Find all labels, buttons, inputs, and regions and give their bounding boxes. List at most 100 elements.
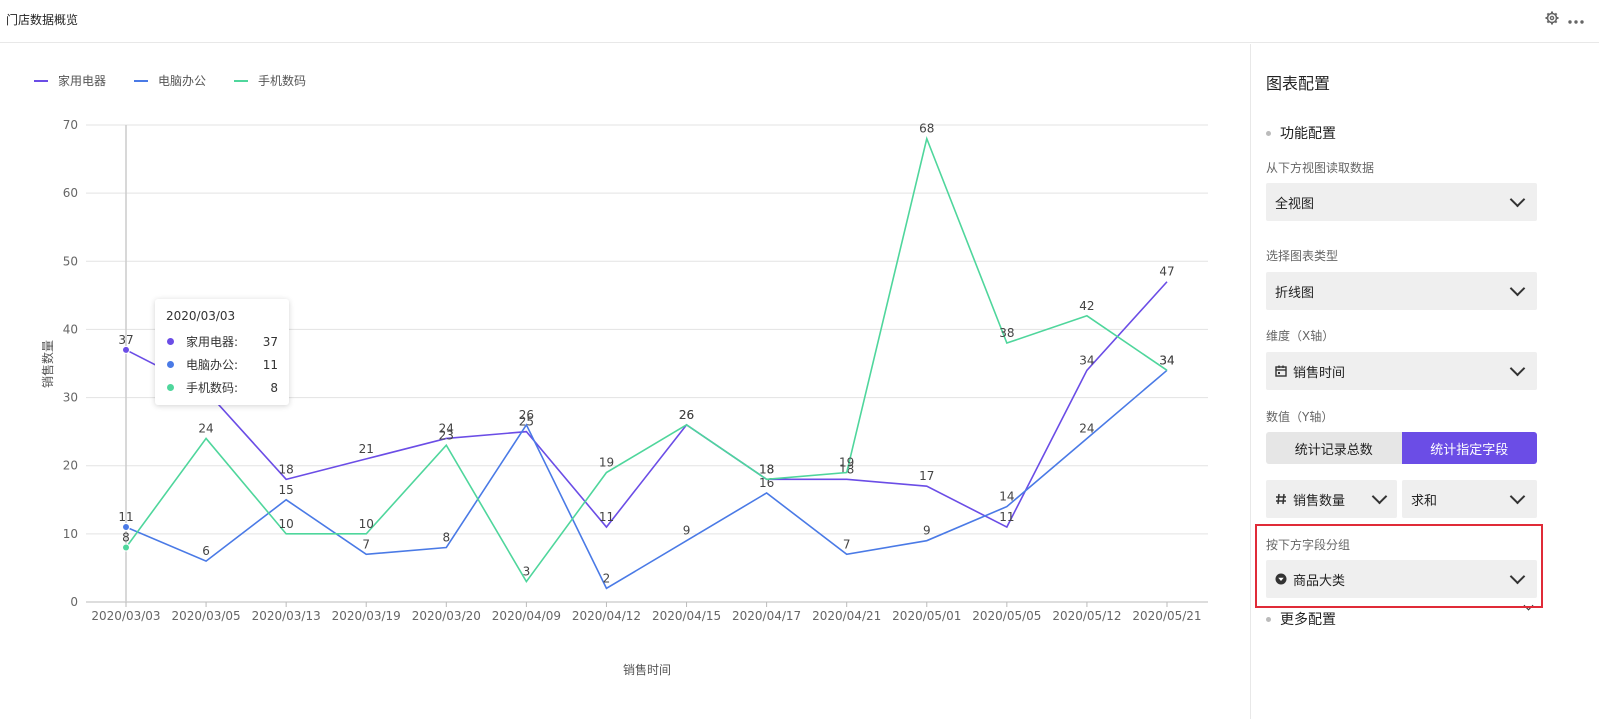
data-label: 9 (683, 524, 691, 538)
data-label: 24 (439, 421, 454, 435)
data-label: 42 (1079, 299, 1094, 313)
tooltip-dot (167, 384, 174, 391)
y-tick-label: 60 (63, 186, 78, 200)
legend-item[interactable]: 家用电器 (34, 72, 106, 89)
x-tick-label: 2020/04/15 (652, 609, 721, 623)
y-mode-count-button[interactable]: 统计记录总数 (1266, 432, 1402, 464)
x-tick-label: 2020/03/13 (252, 609, 321, 623)
y-tick-label: 0 (70, 595, 78, 609)
section-function-config: 功能配置 (1266, 123, 1336, 143)
legend-swatch (134, 79, 149, 82)
x-tick-label: 2020/04/12 (572, 609, 641, 623)
data-label: 37 (118, 333, 133, 347)
chart-tooltip: 2020/03/03 家用电器: 37 电脑办公: 11 手机数码: 8 (155, 299, 289, 405)
y-axis-label: 数值（Y轴） (1266, 410, 1334, 424)
data-label: 18 (759, 462, 774, 476)
dropdown-field-icon (1275, 573, 1287, 585)
data-point[interactable] (122, 345, 130, 354)
legend-item[interactable]: 电脑办公 (134, 72, 206, 89)
y-tick-label: 40 (63, 322, 78, 336)
group-by-label: 按下方字段分组 (1266, 538, 1351, 552)
select-value: 求和 (1411, 493, 1438, 509)
top-bar: 门店数据概览 (0, 0, 1599, 43)
chevron-down-icon (1371, 488, 1388, 505)
calendar-icon (1275, 365, 1287, 377)
select-value-wrap: 销售数量 (1275, 490, 1374, 509)
legend-label: 手机数码 (258, 74, 307, 88)
data-label: 34 (1159, 353, 1174, 367)
tooltip-title: 2020/03/03 (166, 309, 236, 323)
tooltip-series-value: 11 (262, 357, 278, 372)
chart-legend: 家用电器 电脑办公 手机数码 (34, 72, 306, 89)
x-tick-label: 2020/03/19 (332, 609, 401, 623)
data-label: 23 (439, 428, 454, 442)
x-axis-select[interactable]: 销售时间 (1266, 352, 1537, 390)
y-tick-label: 70 (63, 118, 78, 132)
group-by-select[interactable]: 商品大类 (1266, 560, 1537, 598)
data-label: 21 (359, 442, 374, 456)
chart-area: 家用电器 电脑办公 手机数码 0 10 20 30 40 50 60 70 2020/03/03… (0, 44, 1250, 719)
tooltip-dot (167, 361, 174, 368)
select-value: 折线图 (1275, 285, 1315, 301)
gear-icon[interactable] (1545, 10, 1559, 29)
highlight-box (1255, 524, 1543, 608)
data-label: 8 (442, 530, 450, 544)
x-tick-label: 2020/05/05 (972, 609, 1041, 623)
data-label: 9 (923, 524, 931, 538)
y-field-select[interactable]: 销售数量 (1266, 480, 1397, 518)
data-label: 18 (759, 462, 774, 476)
y-axis-title: 销售数量 (40, 340, 55, 388)
data-label: 19 (839, 456, 854, 470)
series-line[interactable] (125, 135, 1168, 584)
data-label: 24 (1079, 421, 1094, 435)
data-point[interactable] (122, 523, 130, 532)
tooltip-series-name: 电脑办公: (186, 358, 239, 372)
x-tick-label: 2020/04/09 (492, 609, 561, 623)
tooltip-series-value: 37 (262, 334, 278, 349)
data-label: 34 (1079, 353, 1094, 367)
data-point[interactable] (122, 543, 130, 552)
x-tick-label: 2020/05/01 (892, 609, 961, 623)
data-label: 25 (519, 415, 534, 429)
select-value: 全视图 (1275, 196, 1315, 212)
data-label: 38 (999, 326, 1014, 340)
tooltip-series-name: 家用电器: (186, 335, 239, 349)
panel-divider (1250, 44, 1251, 719)
chevron-down-icon (1509, 360, 1526, 377)
y-aggregation-select[interactable]: 求和 (1402, 480, 1537, 518)
chevron-down-icon (1509, 280, 1526, 297)
section-more-config[interactable]: 更多配置 (1266, 609, 1336, 629)
x-tick-label: 2020/03/20 (412, 609, 481, 623)
data-label: 26 (519, 408, 534, 422)
data-label: 10 (279, 517, 294, 531)
legend-swatch (234, 79, 249, 82)
x-tick-label: 2020/04/21 (812, 609, 881, 623)
data-source-select[interactable]: 全视图 (1266, 183, 1537, 221)
series-line[interactable] (125, 369, 1168, 590)
select-value-wrap: 销售时间 (1275, 362, 1512, 381)
tooltip-row: 家用电器: 37 (166, 330, 278, 353)
y-mode-toggle: 统计记录总数 统计指定字段 (1266, 432, 1537, 464)
legend-item[interactable]: 手机数码 (234, 72, 306, 89)
line-chart[interactable]: 0 10 20 30 40 50 60 70 2020/03/03 2020/03/05 2020/… (0, 44, 1250, 719)
data-label: 26 (679, 408, 694, 422)
data-label: 3 (523, 565, 531, 579)
top-toolbar (1545, 10, 1585, 29)
tooltip-series-name: 手机数码: (186, 381, 239, 395)
chart-type-label: 选择图表类型 (1266, 249, 1339, 263)
data-label: 19 (599, 456, 614, 470)
x-axis-title: 销售时间 (623, 662, 671, 677)
y-mode-field-button[interactable]: 统计指定字段 (1401, 432, 1537, 464)
chart-type-select[interactable]: 折线图 (1266, 272, 1537, 310)
data-label: 68 (919, 122, 934, 136)
tooltip-dot (167, 338, 174, 345)
more-icon[interactable] (1567, 10, 1585, 29)
data-label: 47 (1159, 265, 1174, 279)
data-label: 11 (999, 510, 1014, 524)
section-label: 更多配置 (1280, 612, 1336, 628)
series-line[interactable] (125, 281, 1168, 529)
data-label: 6 (202, 544, 210, 558)
y-tick-label: 10 (63, 527, 78, 541)
x-axis-label: 维度（X轴） (1266, 329, 1335, 343)
tooltip-row: 手机数码: 8 (166, 376, 278, 399)
